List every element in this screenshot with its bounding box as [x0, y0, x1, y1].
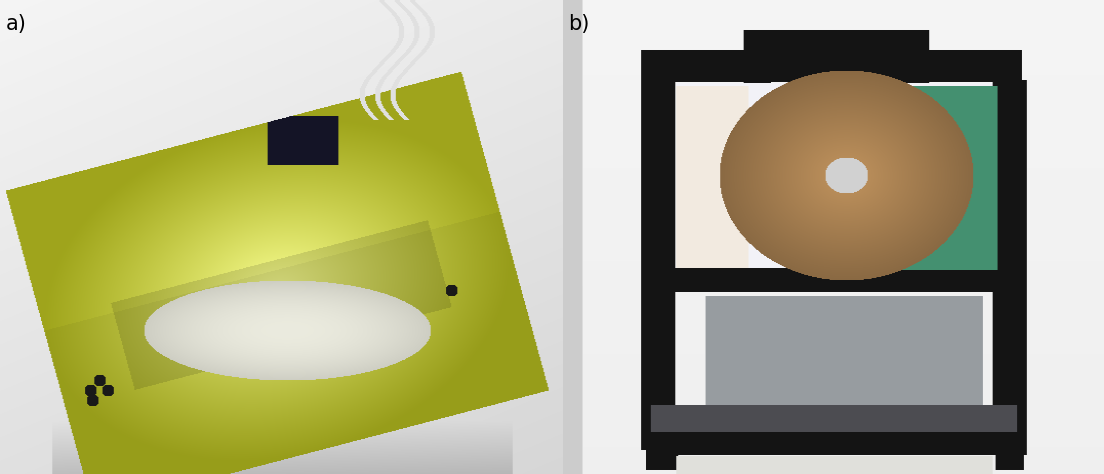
Text: a): a)	[6, 14, 26, 34]
Text: b): b)	[569, 14, 590, 34]
